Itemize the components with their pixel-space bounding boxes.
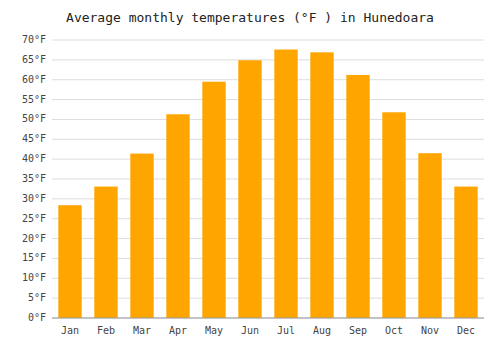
x-tick-label: Apr	[169, 325, 187, 336]
grid-line	[52, 139, 484, 140]
x-tick-label: Jan	[61, 325, 79, 336]
grid-line	[52, 40, 484, 41]
bar	[310, 52, 333, 318]
x-tick-label: Sep	[349, 325, 367, 336]
chart-svg: 0°F 5°F 10°F 15°F 20°F 25°F 30°F 35°F 40°F 45°F 50…	[0, 0, 500, 350]
x-tick-label: Oct	[385, 325, 403, 336]
title: Average monthly temperatures (°F ) in Hu…	[66, 10, 434, 25]
x-tick-label: Aug	[313, 325, 331, 336]
x-tick-label: Nov	[421, 325, 439, 336]
grid-line	[52, 318, 484, 319]
bar	[238, 60, 261, 318]
bar	[130, 154, 153, 318]
y-tick-label: 40°F	[22, 153, 46, 164]
grid-line	[52, 59, 484, 60]
y-tick-label: 55°F	[22, 94, 46, 105]
y-tick-label: 15°F	[22, 252, 46, 263]
x-tick-label: Jul	[277, 325, 295, 336]
bar	[94, 187, 117, 318]
x-axis-line	[52, 318, 484, 319]
y-tick-label: 20°F	[22, 233, 46, 244]
y-axis: 0°F 5°F 10°F 15°F 20°F 25°F 30°F 35°F 40°F 45°F 50…	[22, 34, 46, 323]
y-tick-label: 5°F	[28, 292, 46, 303]
bar	[274, 50, 297, 318]
y-tick-label: 70°F	[22, 34, 46, 45]
bar	[202, 82, 225, 318]
bar	[166, 114, 189, 318]
x-tick-label: May	[205, 325, 223, 336]
x-tick-label: Feb	[97, 325, 115, 336]
y-tick-label: 0°F	[28, 312, 46, 323]
bar	[346, 75, 369, 318]
y-tick-label: 65°F	[22, 54, 46, 65]
grid	[52, 40, 484, 318]
y-tick-label: 45°F	[22, 133, 46, 144]
y-tick-label: 30°F	[22, 193, 46, 204]
x-tick-label: Mar	[133, 325, 151, 336]
bar	[418, 153, 441, 318]
bars	[58, 50, 477, 318]
bar	[454, 187, 477, 318]
y-tick-label: 35°F	[22, 173, 46, 184]
grid-line	[52, 119, 484, 120]
bar	[58, 205, 81, 318]
bar	[382, 112, 405, 318]
y-tick-label: 50°F	[22, 113, 46, 124]
y-tick-label: 60°F	[22, 74, 46, 85]
x-axis: Jan Feb Mar Apr May Jun Jul Aug Sep Oct Nov Dec	[52, 318, 484, 336]
y-tick-label: 25°F	[22, 213, 46, 224]
chart-container: 0°F 5°F 10°F 15°F 20°F 25°F 30°F 35°F 40°F 45°F 50…	[0, 0, 500, 350]
grid-line	[52, 99, 484, 100]
x-tick-label: Jun	[241, 325, 259, 336]
x-tick-label: Dec	[457, 325, 475, 336]
y-tick-label: 10°F	[22, 272, 46, 283]
grid-line	[52, 79, 484, 80]
